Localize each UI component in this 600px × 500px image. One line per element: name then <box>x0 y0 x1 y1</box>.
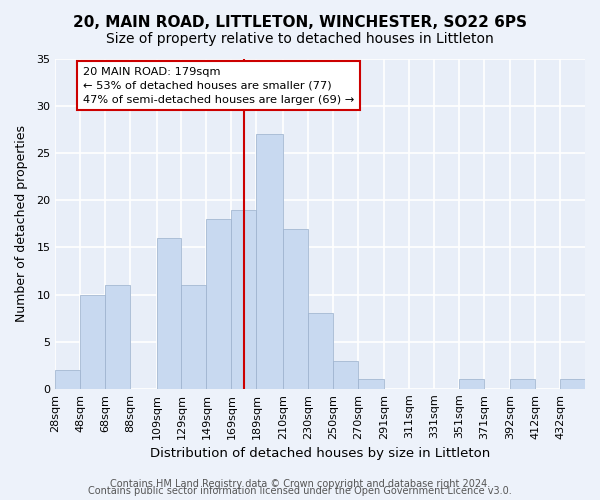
Y-axis label: Number of detached properties: Number of detached properties <box>15 126 28 322</box>
Bar <box>283 228 308 389</box>
Bar <box>332 360 358 389</box>
Text: 20 MAIN ROAD: 179sqm
← 53% of detached houses are smaller (77)
47% of semi-detac: 20 MAIN ROAD: 179sqm ← 53% of detached h… <box>83 66 354 104</box>
Bar <box>181 285 206 389</box>
Bar <box>560 380 585 389</box>
Bar <box>256 134 283 389</box>
Bar <box>358 380 384 389</box>
Text: Contains HM Land Registry data © Crown copyright and database right 2024.: Contains HM Land Registry data © Crown c… <box>110 479 490 489</box>
Bar <box>459 380 484 389</box>
Bar <box>308 314 332 389</box>
Bar <box>157 238 181 389</box>
Bar <box>232 210 256 389</box>
Bar <box>206 219 232 389</box>
Bar <box>55 370 80 389</box>
Text: Size of property relative to detached houses in Littleton: Size of property relative to detached ho… <box>106 32 494 46</box>
Bar <box>510 380 535 389</box>
X-axis label: Distribution of detached houses by size in Littleton: Distribution of detached houses by size … <box>150 447 490 460</box>
Text: 20, MAIN ROAD, LITTLETON, WINCHESTER, SO22 6PS: 20, MAIN ROAD, LITTLETON, WINCHESTER, SO… <box>73 15 527 30</box>
Text: Contains public sector information licensed under the Open Government Licence v3: Contains public sector information licen… <box>88 486 512 496</box>
Bar <box>80 294 105 389</box>
Bar <box>105 285 130 389</box>
